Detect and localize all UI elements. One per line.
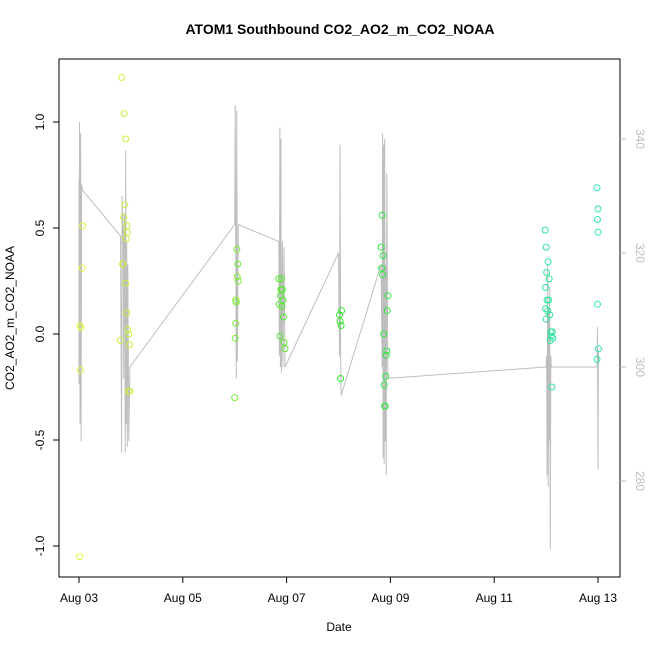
data-point <box>280 313 287 321</box>
data-point <box>383 347 391 355</box>
data-point <box>125 330 133 338</box>
data-point <box>281 345 289 353</box>
x-tick-label: Aug 13 <box>579 591 617 605</box>
right-y-tick-label: 280 <box>633 471 647 491</box>
secondary-series-line <box>78 104 599 550</box>
data-point <box>234 260 242 268</box>
data-point <box>118 74 126 81</box>
data-point <box>549 334 557 342</box>
data-point <box>120 213 128 221</box>
data-point <box>542 243 550 251</box>
data-point <box>232 298 240 306</box>
data-point <box>76 553 83 561</box>
data-point <box>542 305 550 313</box>
data-point <box>380 330 388 338</box>
data-point <box>233 245 241 253</box>
data-point <box>381 402 389 410</box>
data-point <box>279 296 287 304</box>
data-point <box>119 260 127 268</box>
data-point <box>593 355 601 363</box>
data-point <box>544 307 552 315</box>
right-y-axis: 280 300 320 340 <box>620 129 647 491</box>
right-y-tick-label: 320 <box>633 243 647 263</box>
data-point <box>384 292 392 300</box>
x-tick-label: Aug 11 <box>476 591 513 605</box>
data-points <box>76 74 602 561</box>
data-point <box>594 300 601 308</box>
y-tick-label: -0.5 <box>33 429 47 450</box>
data-point <box>277 275 285 283</box>
y-tick-label: 1.0 <box>33 113 47 130</box>
data-point <box>121 201 129 209</box>
data-point <box>337 322 345 329</box>
data-point <box>77 324 85 332</box>
data-point <box>276 332 284 340</box>
data-point <box>117 336 124 344</box>
data-point <box>548 383 556 391</box>
data-point <box>233 273 241 281</box>
data-point <box>120 110 128 117</box>
y-tick-label: 0.0 <box>33 325 47 342</box>
right-y-tick-label: 340 <box>633 129 647 149</box>
data-point <box>541 226 549 234</box>
right-y-tick-label: 300 <box>633 357 647 377</box>
data-point <box>378 211 386 219</box>
data-point <box>124 326 132 334</box>
data-point <box>594 216 601 223</box>
data-point <box>546 311 554 319</box>
data-point <box>337 375 345 382</box>
data-point <box>123 309 131 317</box>
data-point <box>545 275 553 283</box>
data-point <box>232 319 240 327</box>
data-point <box>543 269 551 276</box>
data-point <box>79 222 87 230</box>
plot-frame <box>58 58 621 578</box>
data-point <box>338 307 346 315</box>
data-point <box>125 341 133 349</box>
data-point <box>377 243 385 251</box>
data-point <box>595 345 602 353</box>
data-point <box>122 135 130 143</box>
data-point <box>275 275 283 283</box>
data-point <box>593 184 601 192</box>
data-point <box>542 315 550 323</box>
data-point <box>231 394 239 402</box>
data-point <box>231 334 239 342</box>
data-point <box>544 258 552 266</box>
x-tick-label: Aug 07 <box>268 591 306 605</box>
data-point <box>542 283 550 291</box>
data-point <box>594 228 602 236</box>
y-tick-label: 0.5 <box>33 219 47 236</box>
y-axis: -1.0 -0.5 0.0 0.5 1.0 <box>33 113 59 556</box>
data-point <box>547 332 555 340</box>
data-point <box>383 307 391 315</box>
y-axis-label: CO2_AO2_m_CO2_NOAA <box>3 246 17 390</box>
data-point <box>123 228 131 236</box>
data-point <box>78 264 86 272</box>
data-point <box>122 279 130 287</box>
data-point <box>379 252 387 260</box>
x-tick-label: Aug 09 <box>371 591 409 605</box>
x-axis-label: Date <box>326 620 352 634</box>
data-point <box>122 235 130 243</box>
data-point <box>336 317 344 325</box>
data-point <box>382 351 390 359</box>
data-point <box>382 372 390 380</box>
x-tick-label: Aug 05 <box>164 591 202 605</box>
data-point <box>379 271 387 279</box>
data-point <box>77 366 85 374</box>
x-tick-label: Aug 03 <box>60 591 98 605</box>
data-point <box>594 205 602 213</box>
data-point <box>278 286 286 293</box>
data-point <box>380 381 388 389</box>
data-point <box>545 296 553 304</box>
data-point <box>126 387 134 395</box>
x-axis: Aug 03 Aug 05 Aug 07 Aug 09 Aug 11 Aug 13 <box>60 577 617 605</box>
data-point <box>234 277 242 285</box>
chart-title: ATOM1 Southbound CO2_AO2_m_CO2_NOAA <box>185 21 494 37</box>
series-line <box>78 104 599 550</box>
y-tick-label: -1.0 <box>33 535 47 556</box>
